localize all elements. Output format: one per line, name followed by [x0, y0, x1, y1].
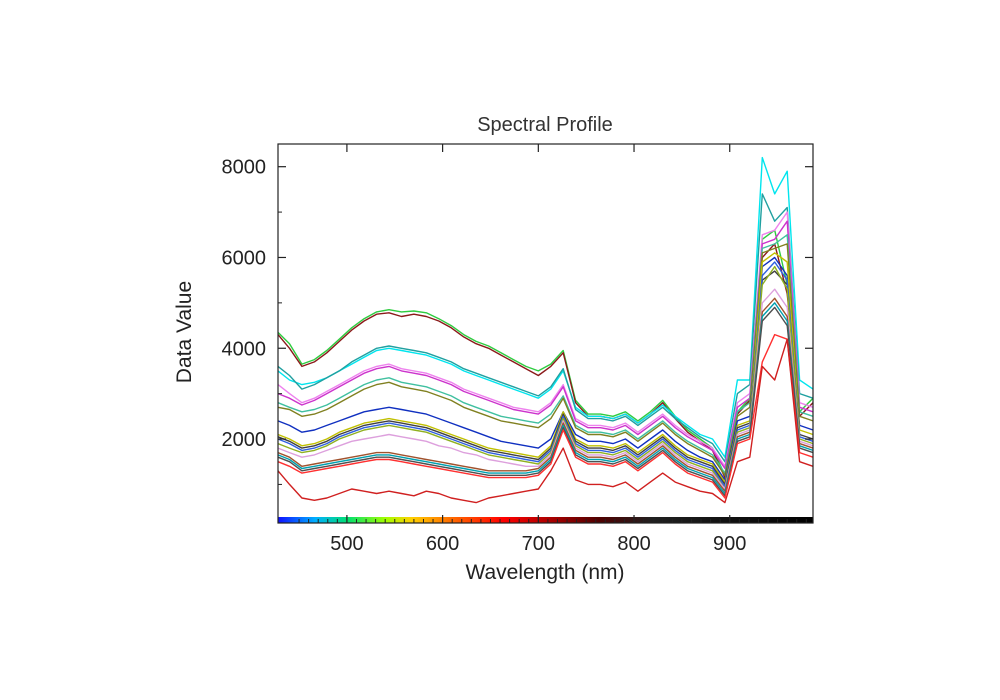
axis-ticks: 500 600 700 800 900 2000 4000 6000 8000 [222, 144, 813, 555]
series-line-3 [277, 156, 814, 458]
series-line-10 [277, 252, 814, 483]
series-line-4 [277, 193, 814, 463]
series-line-7 [277, 234, 814, 474]
series-line-8 [277, 243, 814, 476]
series-line-19 [277, 338, 814, 504]
series-line-5 [277, 211, 814, 467]
series-line-9 [277, 256, 814, 481]
series-line-18 [277, 333, 814, 499]
wavelength-color-bar [278, 517, 813, 523]
color-bar-strip [278, 517, 813, 523]
series-line-16 [277, 302, 814, 495]
y-tick-label: 4000 [222, 338, 267, 360]
x-tick-label: 700 [522, 533, 555, 555]
series-lines [277, 156, 814, 504]
chart-title: Spectral Profile [477, 114, 613, 136]
series-line-12 [277, 261, 814, 488]
y-tick-label: 2000 [222, 429, 267, 451]
series-line-17 [277, 306, 814, 497]
y-tick-label: 6000 [222, 247, 267, 269]
x-tick-label: 800 [617, 533, 650, 555]
x-tick-label: 600 [426, 533, 459, 555]
x-axis-label: Wavelength (nm) [465, 561, 624, 584]
y-axis-label: Data Value [173, 281, 196, 383]
series-line-15 [277, 297, 814, 492]
x-tick-label: 500 [330, 533, 363, 555]
series-line-14 [277, 288, 814, 490]
series-line-6 [277, 220, 814, 470]
series-line-11 [277, 270, 814, 486]
y-tick-label: 8000 [222, 157, 267, 179]
x-tick-label: 900 [713, 533, 746, 555]
plot-frame [277, 143, 814, 524]
